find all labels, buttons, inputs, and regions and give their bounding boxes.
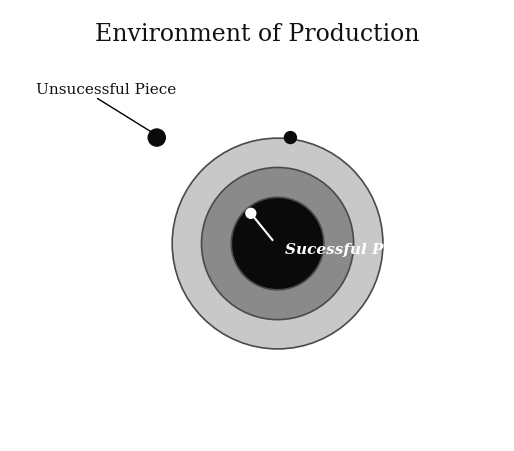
Text: Environment of Production: Environment of Production [95, 23, 419, 46]
Ellipse shape [201, 167, 354, 320]
Ellipse shape [245, 207, 256, 219]
Ellipse shape [231, 197, 324, 290]
Text: Sucessful Piece: Sucessful Piece [285, 243, 418, 258]
Ellipse shape [284, 131, 297, 144]
Ellipse shape [148, 128, 166, 147]
Ellipse shape [172, 138, 383, 349]
Text: Unsucessful Piece: Unsucessful Piece [36, 83, 176, 97]
